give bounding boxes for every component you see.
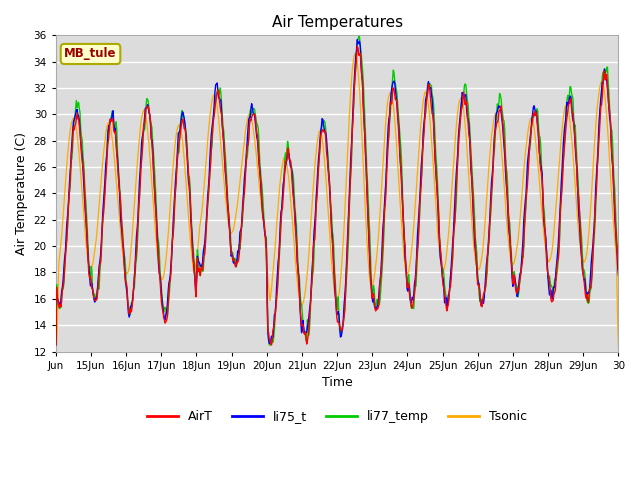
Y-axis label: Air Temperature (C): Air Temperature (C): [15, 132, 28, 255]
Title: Air Temperatures: Air Temperatures: [271, 15, 403, 30]
Text: MB_tule: MB_tule: [64, 48, 116, 60]
X-axis label: Time: Time: [322, 376, 353, 389]
Legend: AirT, li75_t, li77_temp, Tsonic: AirT, li75_t, li77_temp, Tsonic: [142, 405, 532, 428]
